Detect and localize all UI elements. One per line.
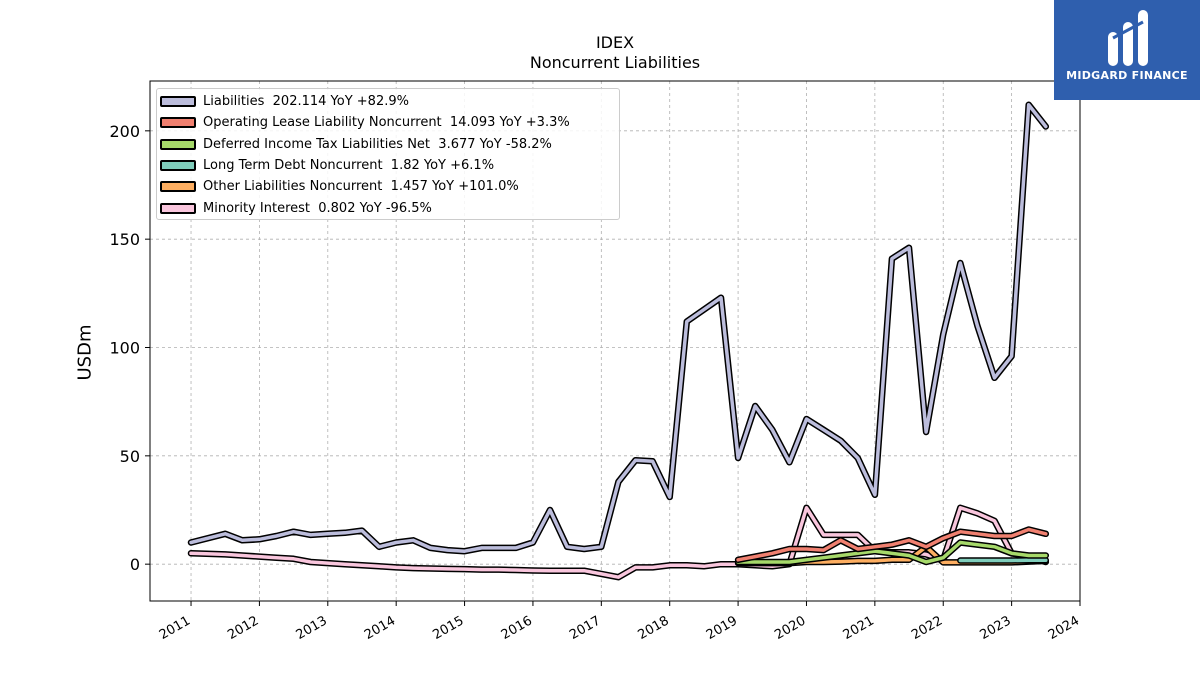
x-tick-label: 2022: [909, 613, 945, 643]
legend-item: Deferred Income Tax Liabilities Net 3.67…: [157, 134, 552, 155]
x-tick-label: 2017: [567, 613, 603, 643]
brand-logo: MIDGARD FINANCE: [1054, 0, 1200, 100]
midgard-logo-icon: [1108, 10, 1148, 66]
y-tick-label: 200: [109, 122, 140, 141]
chart-subtitle: Noncurrent Liabilities: [529, 53, 701, 72]
legend-label: Operating Lease Liability Noncurrent 14.…: [203, 115, 570, 131]
legend-item: Minority Interest 0.802 YoY -96.5%: [157, 198, 432, 219]
y-tick-label: 0: [130, 555, 140, 574]
y-tick-label: 150: [109, 230, 140, 249]
plot-frame: [149, 80, 1081, 602]
x-tick-label: 2011: [157, 613, 193, 643]
legend-item: Liabilities 202.114 YoY +82.9%: [157, 91, 409, 112]
series-lines: [187, 101, 1050, 581]
legend-label: Minority Interest 0.802 YoY -96.5%: [203, 200, 432, 216]
series-line-liabilities: [189, 103, 1048, 553]
x-tick-label: 2012: [225, 613, 261, 643]
x-tick-label: 2016: [499, 613, 535, 643]
legend-swatch: [160, 117, 196, 129]
chart-legend: Liabilities 202.114 YoY +82.9% Operating …: [156, 88, 620, 220]
chart-title: IDEX: [595, 33, 635, 52]
legend-label: Deferred Income Tax Liabilities Net 3.67…: [203, 136, 552, 152]
x-tick-label: 2020: [772, 613, 808, 643]
legend-label: Long Term Debt Noncurrent 1.82 YoY +6.1%: [203, 157, 495, 173]
y-tick-label: 100: [109, 339, 140, 358]
x-tick-label: 2013: [294, 613, 330, 643]
legend-label: Other Liabilities Noncurrent 1.457 YoY +…: [203, 179, 519, 195]
x-tick-label: 2014: [362, 613, 398, 643]
x-tick-label: 2024: [1046, 613, 1082, 643]
x-tick-label: 2019: [704, 613, 740, 643]
brand-name: MIDGARD FINANCE: [1066, 69, 1188, 82]
series-line-deferred-income-tax-liabilities-net: [736, 540, 1048, 564]
y-axis-label: USDm: [74, 324, 96, 381]
legend-item: Other Liabilities Noncurrent 1.457 YoY +…: [157, 176, 519, 197]
legend-item: Long Term Debt Noncurrent 1.82 YoY +6.1%: [157, 155, 494, 176]
legend-swatch: [160, 138, 196, 150]
legend-swatch: [160, 96, 196, 107]
legend-label: Liabilities 202.114 YoY +82.9%: [203, 94, 409, 109]
legend-swatch: [160, 159, 196, 171]
legend-item: Operating Lease Liability Noncurrent 14.…: [157, 112, 570, 133]
x-tick-label: 2021: [841, 613, 877, 643]
x-tick-label: 2018: [636, 613, 672, 643]
x-tick-label: 2023: [977, 613, 1013, 643]
legend-swatch: [160, 181, 196, 193]
x-tick-label: 2015: [430, 613, 466, 643]
y-tick-label: 50: [120, 447, 140, 466]
series-line-operating-lease-liability-noncurrent: [736, 527, 1048, 562]
legend-swatch: [160, 202, 196, 214]
